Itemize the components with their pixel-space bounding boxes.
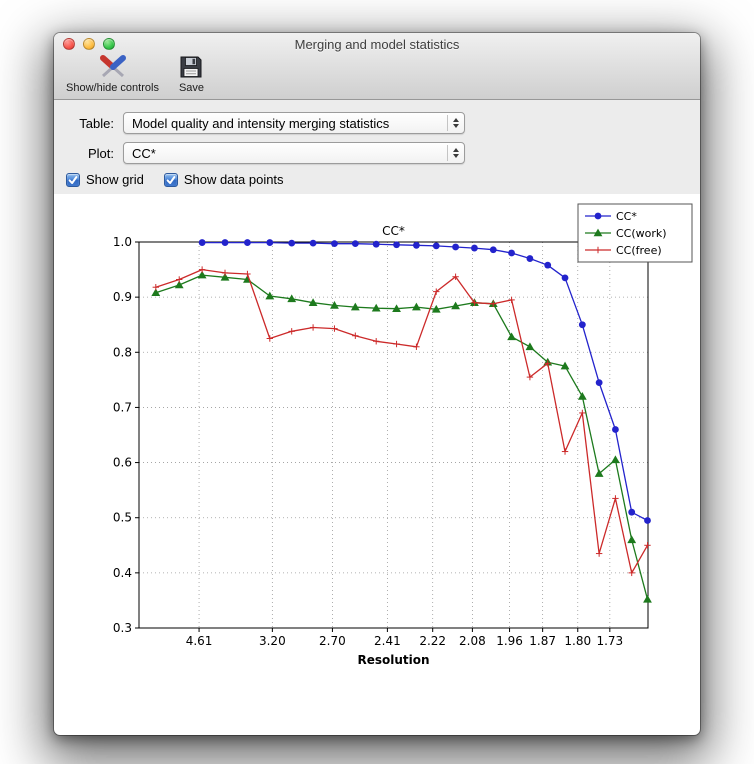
window-title: Merging and model statistics (294, 36, 460, 52)
show-data-points-checkbox[interactable]: Show data points (163, 172, 284, 187)
legend-label: CC(free) (616, 244, 662, 257)
y-tick-label: 1.0 (113, 235, 132, 249)
x-tick-label: 2.22 (419, 634, 446, 648)
chart-title: CC* (382, 224, 405, 238)
x-tick-label: 2.41 (374, 634, 401, 648)
legend-label: CC* (616, 210, 637, 223)
show-hide-controls-label: Show/hide controls (66, 82, 159, 94)
plot-label: Plot: (87, 145, 114, 161)
series-line (155, 268, 649, 574)
x-tick-label: 4.61 (186, 634, 213, 648)
x-tick-label: 1.96 (496, 634, 523, 648)
chart-area: 1.0 0.9 0.8 0.7 0.6 0.5 0.4 0.3 4.61 3.20 2.70 2.41… (54, 194, 700, 684)
table-row: Table: Model quality and intensity mergi… (66, 112, 688, 134)
x-tick-label: 3.20 (259, 634, 286, 648)
table-label: Table: (79, 115, 114, 131)
x-tick-label: 1.80 (564, 634, 591, 648)
popup-arrows-icon (447, 145, 459, 161)
series-line (155, 274, 649, 600)
x-tick-label: 2.70 (319, 634, 346, 648)
y-tick-label: 0.9 (113, 290, 132, 304)
show-grid-label: Show grid (86, 172, 144, 187)
window-chrome: Merging and model statistics Show/hide c… (54, 33, 700, 100)
x-tick-label: 1.73 (596, 634, 623, 648)
popup-arrows-icon (447, 115, 459, 131)
axes-box (138, 241, 649, 629)
app-window: Merging and model statistics Show/hide c… (54, 33, 700, 735)
table-select[interactable]: Model quality and intensity merging stat… (123, 112, 465, 134)
checkbox-row: Show grid Show data points (66, 172, 688, 187)
show-data-points-label: Show data points (183, 172, 284, 187)
y-tick-label: 0.3 (113, 621, 132, 635)
show-hide-controls-button[interactable]: Show/hide controls (66, 54, 159, 94)
series-line (202, 241, 648, 522)
close-button[interactable] (63, 38, 75, 50)
y-tick-label: 0.4 (113, 566, 132, 580)
plot-select[interactable]: CC* (123, 142, 465, 164)
tools-icon (97, 54, 127, 80)
traffic-lights (63, 38, 115, 50)
show-grid-checkbox[interactable]: Show grid (66, 172, 144, 187)
x-axis-label: Resolution (357, 653, 429, 667)
y-tick-label: 0.6 (113, 456, 132, 470)
y-tick-label: 0.8 (113, 345, 132, 359)
plot-row: Plot: CC* (66, 142, 688, 164)
titlebar[interactable]: Merging and model statistics (54, 33, 700, 55)
controls-panel: Table: Model quality and intensity mergi… (54, 100, 700, 194)
zoom-button[interactable] (103, 38, 115, 50)
checkbox-checked-icon (66, 172, 80, 187)
x-tick-label: 1.87 (529, 634, 556, 648)
save-icon (179, 54, 203, 80)
y-tick-label: 0.5 (113, 511, 132, 525)
x-tick-label: 2.08 (459, 634, 486, 648)
minimize-button[interactable] (83, 38, 95, 50)
y-tick-label: 0.7 (113, 400, 132, 414)
checkbox-checked-icon (163, 172, 178, 187)
legend-label: CC(work) (616, 227, 667, 240)
chart-canvas: 1.0 0.9 0.8 0.7 0.6 0.5 0.4 0.3 4.61 3.20 2.70 2.41… (113, 203, 693, 667)
toolbar: Show/hide controls Save (54, 55, 700, 99)
plot-select-value: CC* (132, 145, 156, 161)
table-select-value: Model quality and intensity merging stat… (132, 115, 390, 131)
save-label: Save (178, 82, 205, 94)
save-button[interactable]: Save (179, 54, 204, 94)
